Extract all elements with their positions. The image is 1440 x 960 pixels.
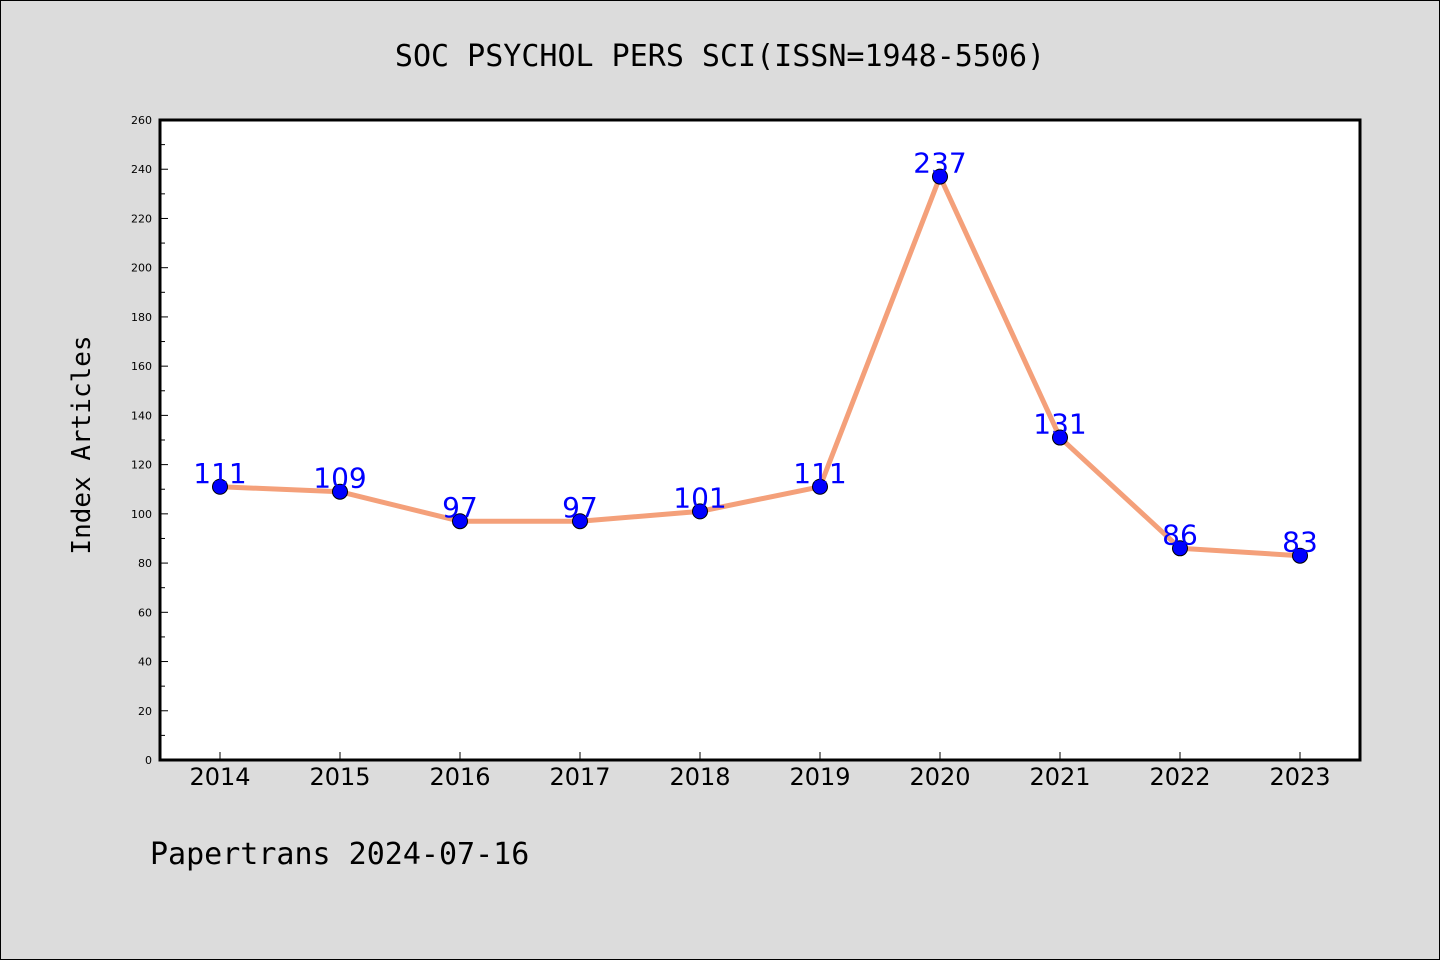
data-label: 131 (1033, 408, 1086, 441)
y-tick-label: 120 (131, 459, 152, 472)
y-tick-label: 220 (131, 212, 152, 225)
x-tick-label: 2020 (909, 763, 970, 791)
data-label: 86 (1162, 518, 1198, 551)
x-axis: 2014 2015 2016 2017 2018 2019 2020 2021 2022 2023 (189, 752, 1331, 791)
data-label: 109 (313, 462, 366, 495)
data-point-marker (812, 478, 828, 495)
y-tick-label: 20 (138, 705, 152, 718)
y-tick-label: 240 (131, 163, 152, 176)
x-tick-label: 2018 (669, 763, 730, 791)
y-tick-label: 60 (138, 606, 152, 619)
data-point-marker (452, 513, 468, 530)
data-label: 97 (442, 491, 478, 524)
data-label: 111 (793, 457, 846, 490)
footer-credit: Papertrans 2024-07-16 (150, 837, 529, 872)
data-label: 237 (913, 147, 966, 180)
y-tick-label: 0 (145, 754, 152, 767)
plot-area (158, 118, 1362, 762)
data-label: 111 (193, 457, 246, 490)
data-point-marker (572, 513, 588, 530)
x-tick-label: 2022 (1149, 763, 1210, 791)
x-tick-label: 2015 (309, 763, 370, 791)
data-point-marker (1052, 429, 1068, 446)
data-point-marker (212, 478, 228, 495)
y-tick-label: 160 (131, 360, 152, 373)
data-point-marker (1172, 540, 1188, 557)
data-label: 97 (562, 491, 598, 524)
y-tick-label: 140 (131, 409, 152, 422)
data-point-marker (932, 168, 948, 185)
y-tick-label: 200 (131, 262, 152, 275)
data-labels: 111 109 97 97 101 111 237 131 86 83 (193, 147, 1318, 559)
y-axis: 0 20 40 60 80 100 120 140 160 180 200 220 240 260 (131, 114, 168, 767)
x-tick-label: 2016 (429, 763, 490, 791)
y-tick-label: 80 (138, 557, 152, 570)
y-tick-label: 40 (138, 656, 152, 669)
chart-title: SOC PSYCHOL PERS SCI(ISSN=1948-5506) (395, 39, 1045, 74)
x-tick-label: 2014 (189, 763, 250, 791)
x-tick-label: 2023 (1269, 763, 1330, 791)
data-label: 101 (673, 481, 726, 514)
series-line (217, 174, 1303, 559)
y-tick-label: 260 (131, 114, 152, 127)
data-point-marker (1292, 547, 1308, 564)
data-label: 83 (1282, 526, 1318, 559)
data-point-marker (692, 503, 708, 520)
y-axis-label: Index Articles (67, 335, 97, 554)
data-point-marker (332, 483, 348, 500)
x-tick-label: 2021 (1029, 763, 1090, 791)
x-tick-label: 2019 (789, 763, 850, 791)
y-tick-label: 180 (131, 311, 152, 324)
series-line-group (212, 168, 1308, 564)
y-tick-label: 100 (131, 508, 152, 521)
x-tick-label: 2017 (549, 763, 610, 791)
